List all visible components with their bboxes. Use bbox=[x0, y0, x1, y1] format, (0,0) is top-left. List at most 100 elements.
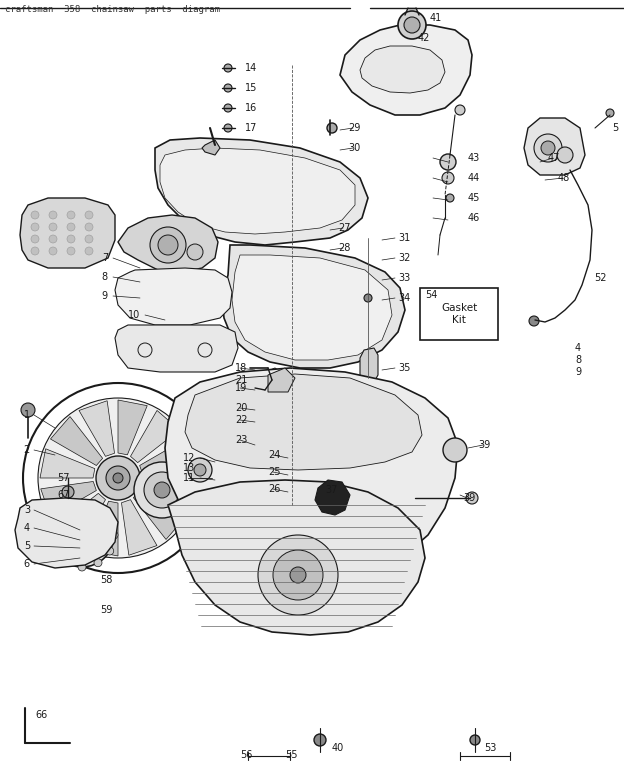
Text: 27: 27 bbox=[338, 223, 351, 233]
Polygon shape bbox=[524, 118, 585, 175]
Circle shape bbox=[224, 64, 232, 72]
Circle shape bbox=[134, 462, 190, 518]
Text: 30: 30 bbox=[348, 143, 360, 153]
Polygon shape bbox=[202, 140, 220, 155]
Polygon shape bbox=[122, 500, 157, 555]
Polygon shape bbox=[155, 138, 368, 245]
Text: 2: 2 bbox=[24, 445, 30, 455]
Circle shape bbox=[224, 124, 232, 132]
Circle shape bbox=[31, 223, 39, 231]
Text: 17: 17 bbox=[245, 123, 257, 133]
Polygon shape bbox=[115, 325, 238, 372]
Text: 29: 29 bbox=[348, 123, 361, 133]
Circle shape bbox=[470, 735, 480, 745]
Text: 26: 26 bbox=[268, 484, 280, 494]
Text: 12: 12 bbox=[183, 453, 195, 463]
Circle shape bbox=[31, 247, 39, 255]
Text: 24: 24 bbox=[268, 450, 280, 460]
Circle shape bbox=[72, 525, 92, 545]
Polygon shape bbox=[168, 480, 425, 635]
Circle shape bbox=[67, 235, 75, 243]
Polygon shape bbox=[360, 348, 378, 383]
Text: 4: 4 bbox=[24, 523, 30, 533]
Text: 67: 67 bbox=[57, 490, 70, 500]
Circle shape bbox=[158, 235, 178, 255]
Text: 57: 57 bbox=[57, 473, 70, 483]
Text: 5: 5 bbox=[24, 541, 30, 551]
Polygon shape bbox=[140, 439, 195, 474]
Circle shape bbox=[541, 141, 555, 155]
Polygon shape bbox=[51, 417, 102, 466]
Text: 44: 44 bbox=[468, 173, 480, 183]
Circle shape bbox=[287, 469, 293, 475]
Circle shape bbox=[85, 247, 93, 255]
Circle shape bbox=[224, 84, 232, 92]
Circle shape bbox=[150, 227, 186, 263]
Circle shape bbox=[284, 483, 296, 495]
Circle shape bbox=[67, 247, 75, 255]
Text: 7: 7 bbox=[102, 253, 108, 263]
Text: 54: 54 bbox=[426, 290, 438, 300]
Polygon shape bbox=[118, 400, 147, 455]
Circle shape bbox=[446, 194, 454, 202]
Text: 11: 11 bbox=[183, 473, 195, 483]
Text: 18: 18 bbox=[235, 363, 247, 373]
Polygon shape bbox=[89, 502, 118, 556]
Text: 40: 40 bbox=[332, 743, 344, 753]
Text: craftsman  358  chainsaw  parts  diagram: craftsman 358 chainsaw parts diagram bbox=[5, 5, 220, 14]
Circle shape bbox=[534, 134, 562, 162]
Text: 23: 23 bbox=[235, 435, 247, 445]
Circle shape bbox=[62, 503, 70, 511]
Circle shape bbox=[110, 531, 118, 539]
Circle shape bbox=[314, 734, 326, 746]
Text: 47: 47 bbox=[548, 153, 560, 163]
Circle shape bbox=[38, 398, 198, 558]
Text: 32: 32 bbox=[398, 253, 411, 263]
Circle shape bbox=[85, 223, 93, 231]
Text: 55: 55 bbox=[285, 750, 298, 760]
Circle shape bbox=[49, 223, 57, 231]
Polygon shape bbox=[130, 410, 180, 463]
Circle shape bbox=[440, 154, 456, 170]
Polygon shape bbox=[315, 480, 350, 515]
Polygon shape bbox=[160, 148, 355, 234]
Text: 5: 5 bbox=[612, 123, 618, 133]
Polygon shape bbox=[228, 398, 278, 418]
Polygon shape bbox=[15, 498, 118, 568]
Polygon shape bbox=[57, 494, 105, 545]
Text: 45: 45 bbox=[468, 193, 480, 203]
Circle shape bbox=[31, 211, 39, 219]
Circle shape bbox=[46, 531, 54, 539]
Text: 48: 48 bbox=[558, 173, 570, 183]
Circle shape bbox=[187, 244, 203, 260]
Polygon shape bbox=[165, 368, 458, 575]
Text: 42: 42 bbox=[418, 33, 431, 43]
Circle shape bbox=[62, 558, 70, 567]
Text: 8: 8 bbox=[575, 355, 581, 365]
Circle shape bbox=[105, 515, 114, 523]
Circle shape bbox=[273, 550, 323, 600]
Polygon shape bbox=[255, 368, 285, 392]
Text: 56: 56 bbox=[240, 750, 252, 760]
Text: 16: 16 bbox=[245, 103, 257, 113]
Text: 14: 14 bbox=[245, 63, 257, 73]
Polygon shape bbox=[232, 255, 392, 360]
Circle shape bbox=[67, 211, 75, 219]
Polygon shape bbox=[141, 478, 196, 507]
Circle shape bbox=[466, 492, 478, 504]
Circle shape bbox=[105, 547, 114, 555]
Text: 4: 4 bbox=[575, 343, 581, 353]
Circle shape bbox=[154, 482, 170, 498]
Circle shape bbox=[280, 448, 300, 468]
Text: 13: 13 bbox=[183, 463, 195, 473]
Text: 52: 52 bbox=[594, 273, 607, 283]
Polygon shape bbox=[185, 374, 422, 470]
Circle shape bbox=[85, 211, 93, 219]
Circle shape bbox=[442, 172, 454, 184]
Circle shape bbox=[51, 547, 58, 555]
Text: 66: 66 bbox=[35, 710, 47, 720]
Circle shape bbox=[286, 416, 294, 424]
Circle shape bbox=[94, 503, 102, 511]
Circle shape bbox=[78, 563, 86, 571]
Circle shape bbox=[49, 211, 57, 219]
